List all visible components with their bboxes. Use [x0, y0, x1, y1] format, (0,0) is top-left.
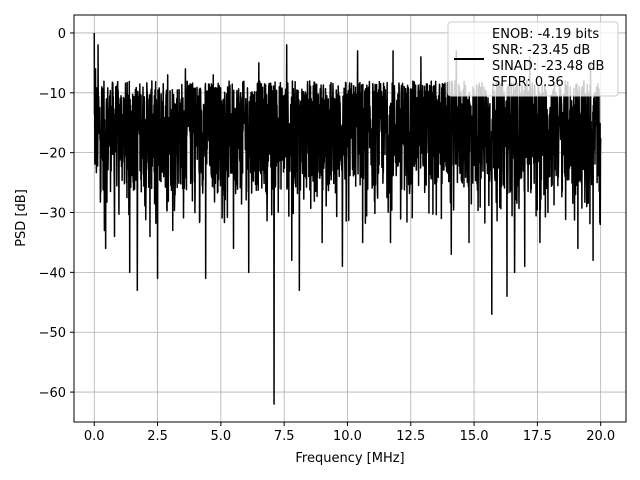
x-axis-label: Frequency [MHz] — [295, 451, 404, 466]
x-tick-label: 10.0 — [333, 429, 362, 444]
plot-frame — [73, 14, 627, 423]
legend-line: SFDR: 0.36 — [492, 75, 564, 90]
legend-line: SNR: -23.45 dB — [492, 43, 590, 58]
legend: ENOB: -4.19 bits SNR: -23.45 dB SINAD: -23… — [447, 21, 619, 97]
x-tick-label: 5.0 — [211, 429, 232, 444]
y-tick-label: −50 — [39, 326, 66, 341]
y-tick-label: −10 — [39, 87, 66, 102]
x-tick-label: 7.5 — [274, 429, 295, 444]
x-axis: 0.0 2.5 5.0 7.5 10.0 12.5 15.0 17.5 20.0 — [84, 422, 615, 444]
y-tick-label: −40 — [39, 266, 66, 281]
y-tick-label: −20 — [39, 147, 66, 162]
x-tick-label: 12.5 — [396, 429, 425, 444]
y-tick-label: −30 — [39, 207, 66, 222]
x-tick-label: 20.0 — [586, 429, 615, 444]
legend-line: SINAD: -23.48 dB — [492, 59, 604, 74]
x-tick-label: 0.0 — [84, 429, 105, 444]
x-tick-label: 2.5 — [147, 429, 168, 444]
x-tick-label: 15.0 — [460, 429, 489, 444]
y-tick-label: 0 — [58, 27, 66, 42]
y-axis: 0 −10 −20 −30 −40 −50 −60 — [39, 27, 74, 401]
y-tick-label: −60 — [39, 386, 66, 401]
legend-box — [447, 21, 619, 97]
legend-line: ENOB: -4.19 bits — [492, 27, 599, 42]
x-tick-label: 17.5 — [523, 429, 552, 444]
y-axis-label: PSD [dB] — [14, 189, 29, 247]
legend-entry: ENOB: -4.19 bits SNR: -23.45 dB SINAD: -23… — [492, 27, 604, 90]
